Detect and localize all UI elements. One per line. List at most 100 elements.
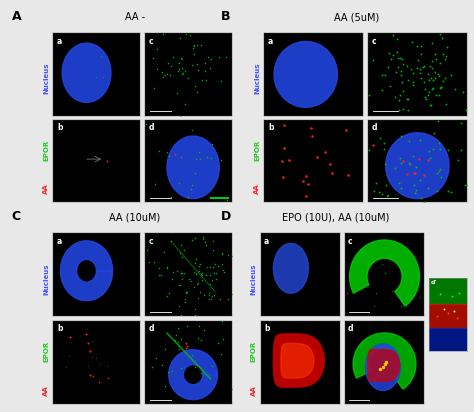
Point — [258, 359, 265, 365]
Point — [433, 170, 441, 176]
Text: AA: AA — [43, 385, 49, 396]
Text: d: d — [149, 324, 154, 333]
Text: A: A — [12, 10, 21, 23]
Point — [169, 54, 177, 61]
Point — [395, 107, 403, 113]
Point — [392, 164, 399, 171]
Point — [191, 306, 199, 313]
Point — [152, 180, 159, 187]
Point — [208, 293, 216, 299]
Point — [410, 19, 418, 25]
Point — [243, 155, 250, 162]
Point — [178, 65, 185, 72]
Point — [164, 369, 171, 376]
Point — [201, 59, 209, 66]
Point — [207, 64, 214, 71]
Point — [66, 334, 74, 341]
Text: AA -: AA - — [125, 12, 145, 22]
Point — [89, 337, 97, 344]
Point — [437, 291, 444, 297]
Point — [436, 60, 444, 66]
Point — [193, 61, 201, 68]
Point — [158, 362, 165, 369]
Point — [149, 55, 157, 61]
Point — [412, 187, 419, 194]
Point — [425, 147, 433, 154]
Point — [182, 289, 190, 296]
Point — [179, 270, 186, 276]
Point — [205, 290, 213, 296]
Point — [365, 91, 373, 98]
Point — [161, 72, 169, 78]
Point — [457, 146, 465, 153]
Text: AA: AA — [254, 183, 260, 194]
Point — [178, 55, 185, 61]
Point — [194, 280, 201, 286]
Point — [387, 56, 395, 62]
Point — [189, 182, 196, 189]
Point — [408, 39, 415, 45]
Point — [207, 56, 215, 63]
Point — [447, 188, 455, 195]
Point — [375, 189, 383, 196]
Point — [222, 54, 230, 61]
Point — [473, 69, 474, 75]
Point — [362, 203, 369, 209]
Point — [426, 102, 433, 108]
Point — [205, 292, 213, 299]
Point — [62, 364, 70, 371]
Point — [436, 166, 444, 173]
Point — [397, 159, 405, 166]
Point — [164, 59, 172, 66]
Point — [193, 89, 201, 96]
Point — [191, 43, 198, 50]
Point — [358, 268, 365, 274]
Polygon shape — [386, 133, 449, 199]
Point — [197, 337, 205, 344]
Point — [207, 295, 215, 302]
Point — [428, 40, 436, 46]
Point — [210, 264, 217, 270]
Point — [442, 53, 450, 59]
Polygon shape — [273, 334, 324, 387]
Point — [360, 161, 367, 168]
Point — [204, 154, 211, 160]
Polygon shape — [274, 42, 337, 107]
Point — [416, 66, 423, 73]
Point — [400, 106, 407, 112]
Point — [409, 69, 417, 76]
Point — [365, 147, 373, 153]
Text: a: a — [57, 37, 62, 46]
Point — [186, 32, 194, 39]
Point — [433, 313, 440, 319]
Point — [316, 213, 324, 220]
Point — [424, 156, 431, 163]
Point — [175, 59, 183, 66]
Point — [437, 83, 444, 90]
Point — [211, 325, 219, 332]
Point — [171, 150, 178, 157]
Point — [399, 61, 407, 68]
Point — [197, 271, 204, 278]
Point — [291, 108, 298, 115]
Point — [384, 191, 392, 198]
Point — [307, 125, 315, 131]
Point — [302, 173, 310, 179]
Text: Nucleus: Nucleus — [251, 264, 256, 295]
Point — [206, 281, 214, 287]
Point — [184, 75, 192, 82]
Point — [175, 343, 182, 349]
Text: a: a — [264, 236, 269, 246]
Point — [176, 281, 183, 288]
Point — [186, 222, 193, 229]
Point — [396, 91, 403, 98]
Point — [417, 51, 425, 58]
Point — [182, 339, 190, 346]
Point — [316, 109, 323, 116]
Point — [233, 344, 241, 351]
Point — [321, 148, 328, 155]
Point — [86, 371, 93, 378]
Point — [188, 62, 196, 68]
Point — [394, 49, 401, 56]
Point — [148, 364, 155, 370]
